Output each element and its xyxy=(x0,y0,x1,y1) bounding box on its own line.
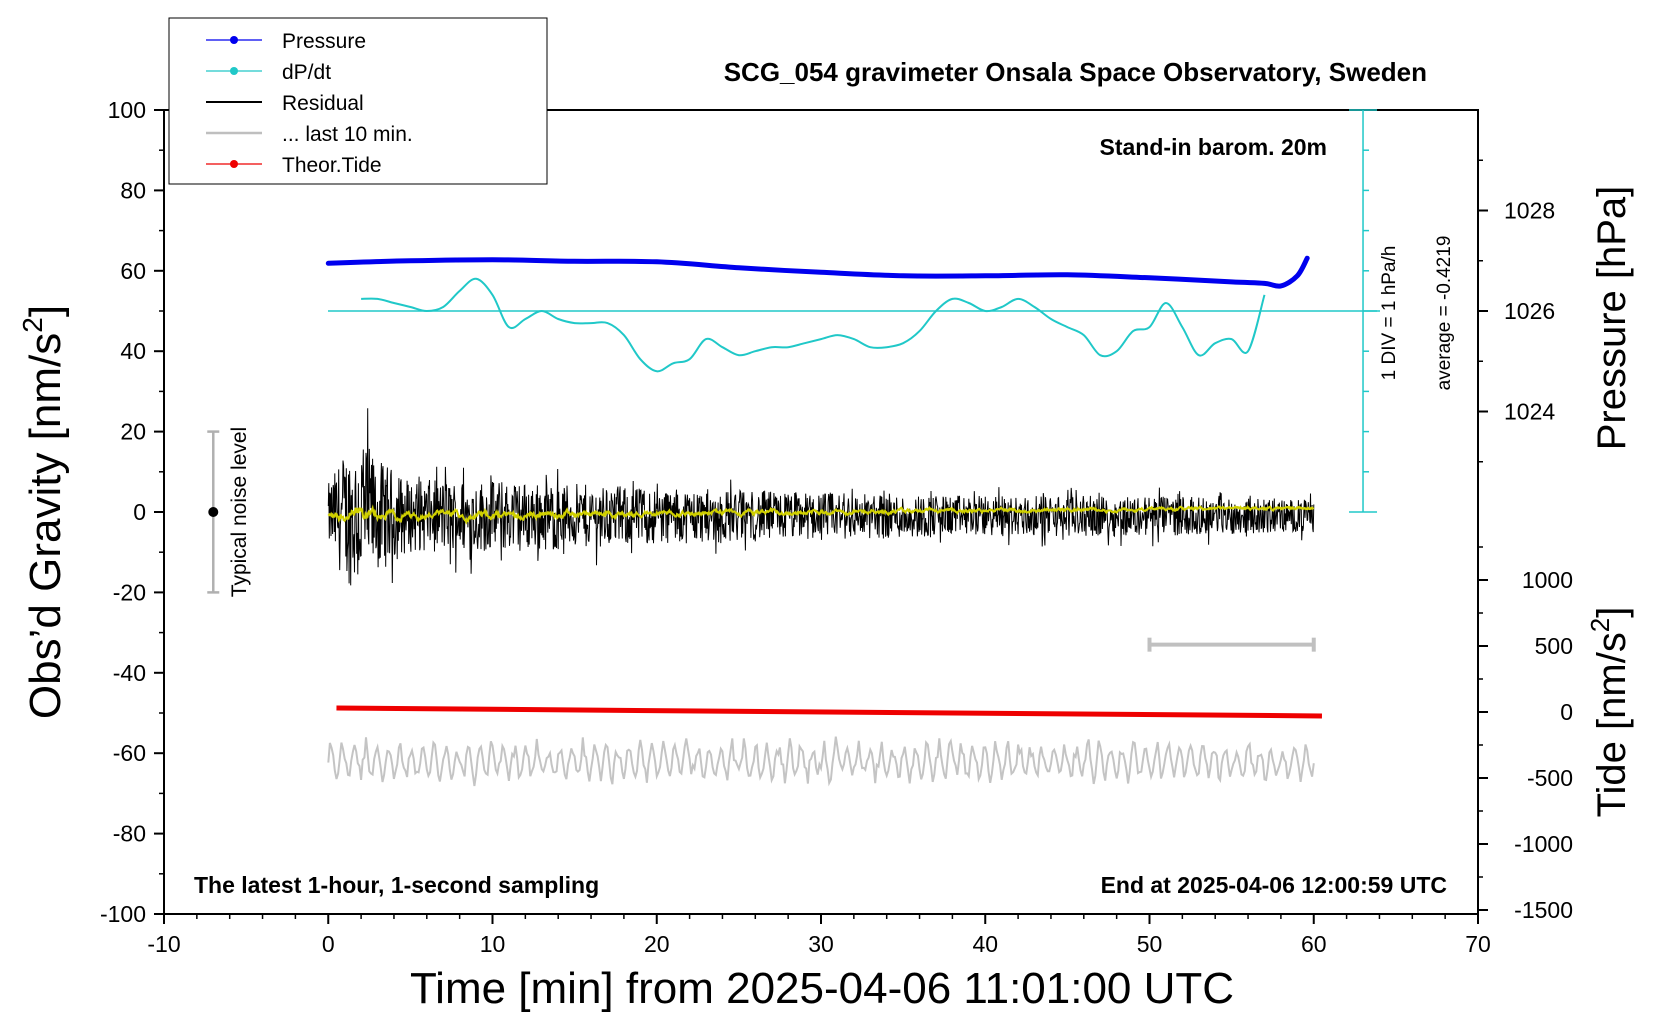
average-label: average = -0.4219 xyxy=(1434,236,1455,391)
noise-level-bar xyxy=(207,430,220,594)
left-tick-label: 60 xyxy=(120,258,146,284)
pressure-series xyxy=(325,255,1310,289)
left-tick-label: -20 xyxy=(113,579,146,605)
barometer-note: Stand-in barom. 20m xyxy=(1100,134,1327,160)
last-10-min-marker xyxy=(1147,637,1316,652)
left-tick-label: -80 xyxy=(113,821,146,847)
left-tick-label: -60 xyxy=(113,740,146,766)
legend-label: Residual xyxy=(282,92,364,115)
pressure-axis-title: Pressure [hPa] xyxy=(1590,186,1634,451)
pressure-tick-label: 1026 xyxy=(1504,298,1555,324)
theoretical-tide-series xyxy=(336,705,1322,719)
residual-series xyxy=(327,408,1315,586)
left-tick-label: 0 xyxy=(133,499,146,525)
last-10-min-series xyxy=(327,736,1315,787)
pressure-tick-label: 1028 xyxy=(1504,198,1555,224)
left-tick-label: -100 xyxy=(100,901,146,927)
x-tick-label: 70 xyxy=(1465,931,1491,957)
pressure-tick-label: 1024 xyxy=(1504,399,1555,425)
tide-axis-ticks: 1000 500 0 -500 -1000 -1500 xyxy=(1478,546,1573,923)
tide-tick-label: 500 xyxy=(1535,633,1573,659)
x-tick-label: 40 xyxy=(972,931,998,957)
left-tick-label: 40 xyxy=(120,338,146,364)
div-label: 1 DIV = 1 hPa/h xyxy=(1379,246,1400,381)
tide-tick-label: -500 xyxy=(1527,765,1573,791)
legend-label: ... last 10 min. xyxy=(282,123,413,146)
left-axis-ticks: 100 80 60 40 20 0 -20 -40 -60 -80 -100 xyxy=(100,97,164,927)
tide-tick-label: 1000 xyxy=(1522,567,1573,593)
pressure-axis-ticks: 1028 1026 1024 xyxy=(1478,159,1555,463)
legend-marker xyxy=(230,160,238,168)
tide-tick-label: -1000 xyxy=(1514,831,1573,857)
legend-label: Theor.Tide xyxy=(282,154,382,177)
x-tick-label: 20 xyxy=(644,931,670,957)
x-tick-label: 0 xyxy=(322,931,335,957)
legend-marker xyxy=(230,36,238,44)
end-time-note: End at 2025-04-06 12:00:59 UTC xyxy=(1101,872,1447,898)
tide-tick-label: -1500 xyxy=(1514,897,1573,923)
dpdt-series xyxy=(361,277,1266,373)
x-tick-label: 50 xyxy=(1137,931,1163,957)
noise-level-label: Typical noise level xyxy=(228,427,251,597)
x-tick-label: 30 xyxy=(808,931,834,957)
x-axis-title: Time [min] from 2025-04-06 11:01:00 UTC xyxy=(410,964,1234,1013)
legend: Pressure dP/dt Residual ... last 10 min. The… xyxy=(168,17,548,185)
legend-label: dP/dt xyxy=(282,61,331,84)
left-tick-label: 100 xyxy=(108,97,146,123)
left-tick-label: 20 xyxy=(120,419,146,445)
tide-axis-title: Tide [nm/s2] xyxy=(1585,607,1634,818)
x-tick-label: 10 xyxy=(480,931,506,957)
legend-label: Pressure xyxy=(282,30,366,53)
sampling-note: The latest 1-hour, 1-second sampling xyxy=(194,872,599,898)
legend-marker xyxy=(230,67,238,75)
left-tick-label: -40 xyxy=(113,660,146,686)
residual-smoothed-line xyxy=(327,504,1315,525)
residual-line xyxy=(327,408,1315,586)
x-tick-label: 60 xyxy=(1301,931,1327,957)
x-tick-label: -10 xyxy=(147,931,180,957)
chart-title: SCG_054 gravimeter Onsala Space Observat… xyxy=(724,57,1427,87)
tide-tick-label: 0 xyxy=(1560,699,1573,725)
left-tick-label: 80 xyxy=(120,177,146,203)
noise-level-dot xyxy=(208,507,219,517)
left-axis-title: Obs’d Gravity [nm/s2] xyxy=(17,305,70,719)
x-axis-ticks: -10 0 10 20 30 40 50 60 70 xyxy=(147,914,1491,957)
